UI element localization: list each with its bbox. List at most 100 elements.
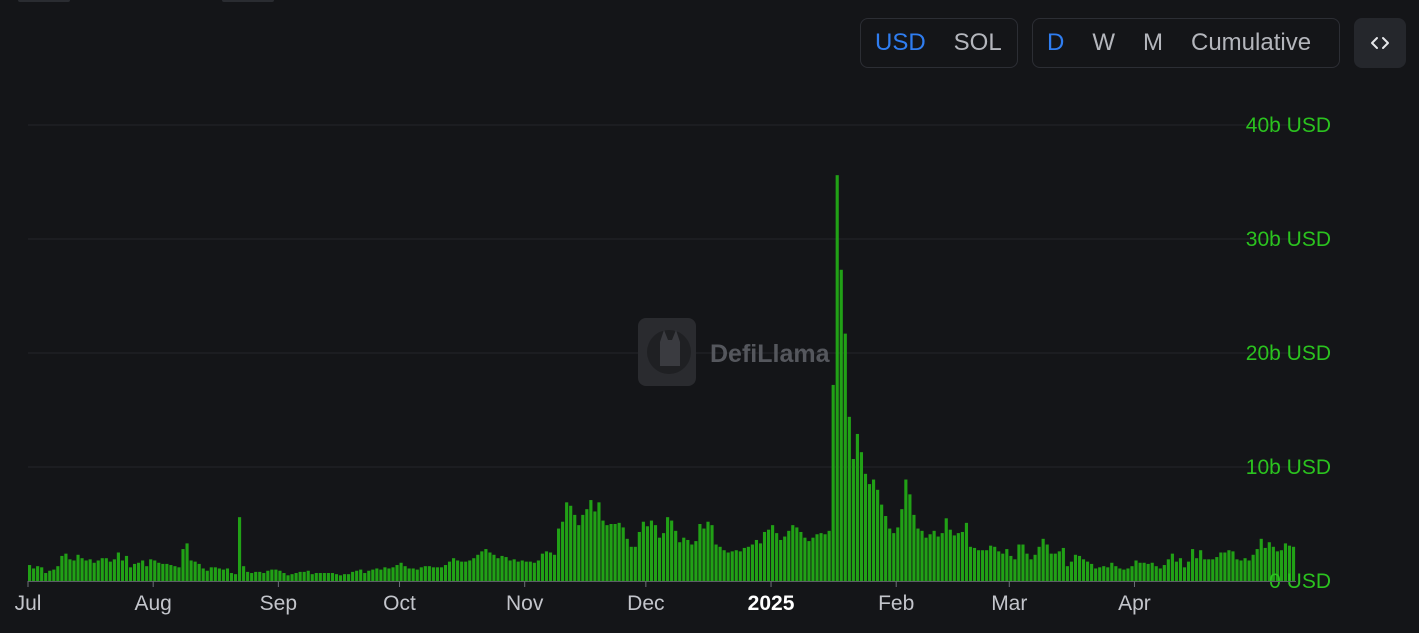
bar[interactable] bbox=[476, 554, 480, 581]
bar[interactable] bbox=[355, 570, 359, 581]
bar[interactable] bbox=[617, 522, 621, 581]
bar[interactable] bbox=[1283, 543, 1288, 581]
bar[interactable] bbox=[64, 553, 68, 581]
bar[interactable] bbox=[44, 573, 48, 581]
bar[interactable] bbox=[1114, 566, 1118, 581]
bar[interactable] bbox=[904, 479, 908, 581]
bar[interactable] bbox=[1017, 544, 1021, 581]
bar[interactable] bbox=[851, 459, 855, 581]
bar[interactable] bbox=[488, 552, 492, 582]
bar[interactable] bbox=[290, 574, 294, 581]
bar[interactable] bbox=[722, 550, 726, 581]
bar[interactable] bbox=[1255, 549, 1259, 581]
bar[interactable] bbox=[500, 555, 504, 581]
bar[interactable] bbox=[1033, 554, 1037, 581]
bar[interactable] bbox=[447, 561, 452, 581]
bar[interactable] bbox=[1199, 550, 1203, 581]
bar[interactable] bbox=[682, 537, 686, 581]
bar[interactable] bbox=[573, 514, 577, 581]
bar[interactable] bbox=[314, 573, 318, 581]
bar[interactable] bbox=[823, 534, 827, 581]
bar[interactable] bbox=[1203, 559, 1207, 581]
bar[interactable] bbox=[972, 547, 977, 581]
bar[interactable] bbox=[698, 524, 702, 581]
bar[interactable] bbox=[585, 509, 589, 581]
bar[interactable] bbox=[976, 550, 981, 581]
bar[interactable] bbox=[306, 570, 310, 581]
bar[interactable] bbox=[326, 573, 330, 581]
bar[interactable] bbox=[1126, 568, 1130, 581]
bar[interactable] bbox=[217, 568, 221, 581]
bar[interactable] bbox=[746, 546, 750, 581]
bar[interactable] bbox=[60, 555, 64, 581]
bar[interactable] bbox=[536, 560, 540, 581]
bar[interactable] bbox=[1235, 559, 1239, 581]
bar[interactable] bbox=[149, 559, 153, 581]
bar[interactable] bbox=[193, 561, 197, 581]
bar[interactable] bbox=[888, 528, 892, 581]
bar[interactable] bbox=[629, 546, 633, 581]
bar[interactable] bbox=[1227, 550, 1231, 581]
bar[interactable] bbox=[985, 550, 989, 581]
bar[interactable] bbox=[116, 552, 120, 582]
bar[interactable] bbox=[678, 542, 682, 581]
bar[interactable] bbox=[557, 528, 561, 581]
bar[interactable] bbox=[989, 545, 993, 581]
bar[interactable] bbox=[165, 563, 169, 581]
bar[interactable] bbox=[120, 560, 125, 581]
bar[interactable] bbox=[108, 561, 112, 581]
bar[interactable] bbox=[787, 530, 791, 581]
bar[interactable] bbox=[189, 560, 193, 581]
bar[interactable] bbox=[274, 569, 278, 581]
bar[interactable] bbox=[540, 553, 544, 581]
bar[interactable] bbox=[1275, 551, 1279, 581]
bar[interactable] bbox=[480, 551, 484, 581]
bar[interactable] bbox=[593, 511, 597, 581]
bar[interactable] bbox=[338, 575, 343, 581]
bar[interactable] bbox=[411, 568, 415, 581]
bar[interactable] bbox=[710, 525, 714, 581]
bar[interactable] bbox=[742, 547, 746, 581]
bar[interactable] bbox=[876, 489, 880, 581]
bar[interactable] bbox=[225, 568, 230, 581]
bar[interactable] bbox=[1122, 569, 1126, 581]
bar[interactable] bbox=[609, 524, 613, 581]
bar[interactable] bbox=[237, 517, 242, 581]
bar[interactable] bbox=[690, 544, 694, 581]
bar[interactable] bbox=[1247, 560, 1251, 581]
bar[interactable] bbox=[310, 574, 314, 581]
bar[interactable] bbox=[1154, 566, 1158, 581]
bar[interactable] bbox=[633, 546, 637, 581]
bar[interactable] bbox=[641, 521, 645, 581]
bar[interactable] bbox=[625, 538, 629, 581]
bar[interactable] bbox=[981, 550, 985, 581]
bar[interactable] bbox=[1130, 566, 1134, 581]
bar[interactable] bbox=[435, 567, 439, 581]
bar[interactable] bbox=[730, 551, 734, 581]
bar[interactable] bbox=[379, 569, 383, 581]
bar[interactable] bbox=[229, 573, 234, 581]
bar[interactable] bbox=[76, 554, 80, 581]
bar[interactable] bbox=[896, 527, 900, 581]
bar[interactable] bbox=[48, 570, 52, 581]
bar[interactable] bbox=[492, 554, 496, 581]
bar[interactable] bbox=[342, 574, 347, 581]
bar[interactable] bbox=[758, 543, 763, 581]
bar[interactable] bbox=[1110, 562, 1114, 581]
bar[interactable] bbox=[1287, 545, 1292, 581]
bar[interactable] bbox=[670, 520, 674, 581]
bar[interactable] bbox=[1053, 553, 1057, 581]
bar[interactable] bbox=[1041, 538, 1045, 581]
bar[interactable] bbox=[1191, 549, 1195, 581]
bar[interactable] bbox=[666, 517, 670, 581]
bar[interactable] bbox=[1118, 568, 1122, 581]
bar[interactable] bbox=[795, 527, 799, 581]
bar[interactable] bbox=[132, 563, 137, 581]
bar[interactable] bbox=[993, 546, 997, 581]
bar[interactable] bbox=[1166, 559, 1170, 581]
bar[interactable] bbox=[452, 558, 456, 581]
bar[interactable] bbox=[246, 571, 250, 581]
bar[interactable] bbox=[1243, 558, 1247, 581]
bar[interactable] bbox=[1094, 568, 1098, 581]
bar[interactable] bbox=[298, 571, 302, 581]
